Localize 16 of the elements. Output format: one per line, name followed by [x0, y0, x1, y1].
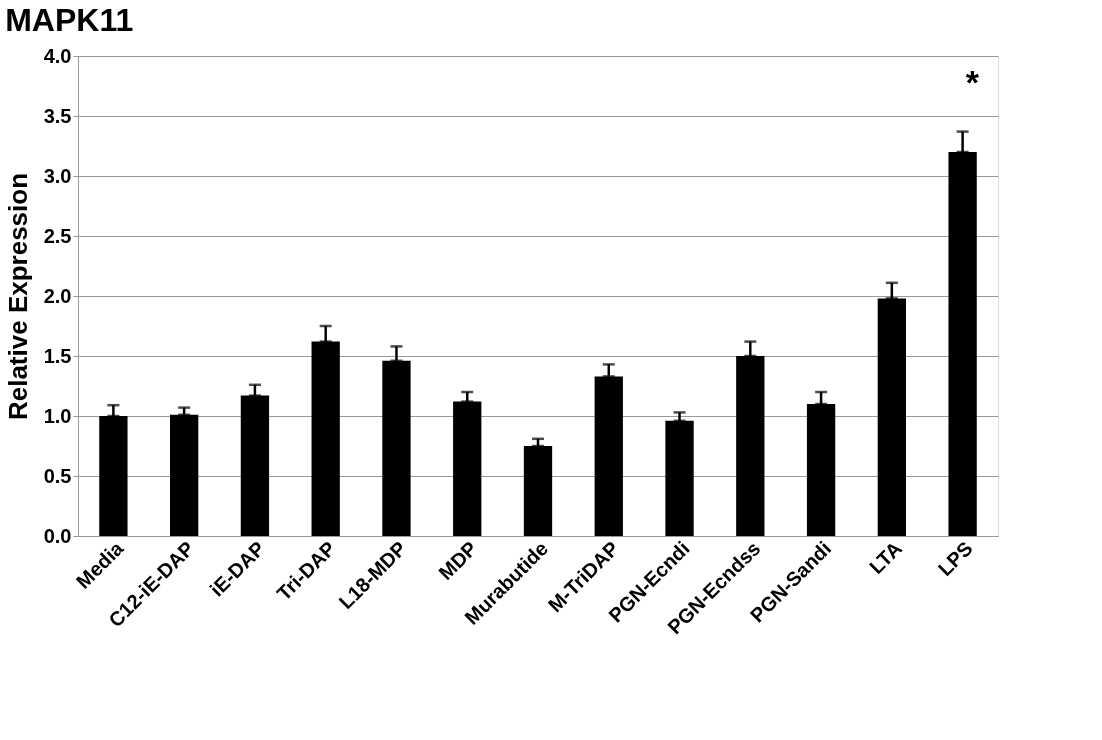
y-tick-label: 2.0: [43, 284, 72, 307]
y-tick-label: 2.5: [43, 224, 72, 247]
bar: [594, 376, 623, 536]
y-tick-label: 1.0: [43, 404, 72, 427]
y-tick-label: 1.5: [43, 344, 72, 367]
x-tick-label: LPS: [933, 537, 977, 581]
y-axis-title: Relative Expression: [2, 172, 33, 421]
y-tick-label: 3.5: [43, 104, 72, 127]
y-tick-label: 3.0: [43, 164, 72, 187]
y-tick-label: 0.0: [43, 524, 72, 547]
y-tick-label: 4.0: [43, 44, 72, 67]
chart-title: MAPK11: [5, 2, 134, 38]
x-tick-label: LTA: [865, 537, 906, 579]
annotation: *: [965, 63, 980, 101]
y-tick-label: 0.5: [43, 464, 72, 487]
bar: [877, 298, 906, 536]
